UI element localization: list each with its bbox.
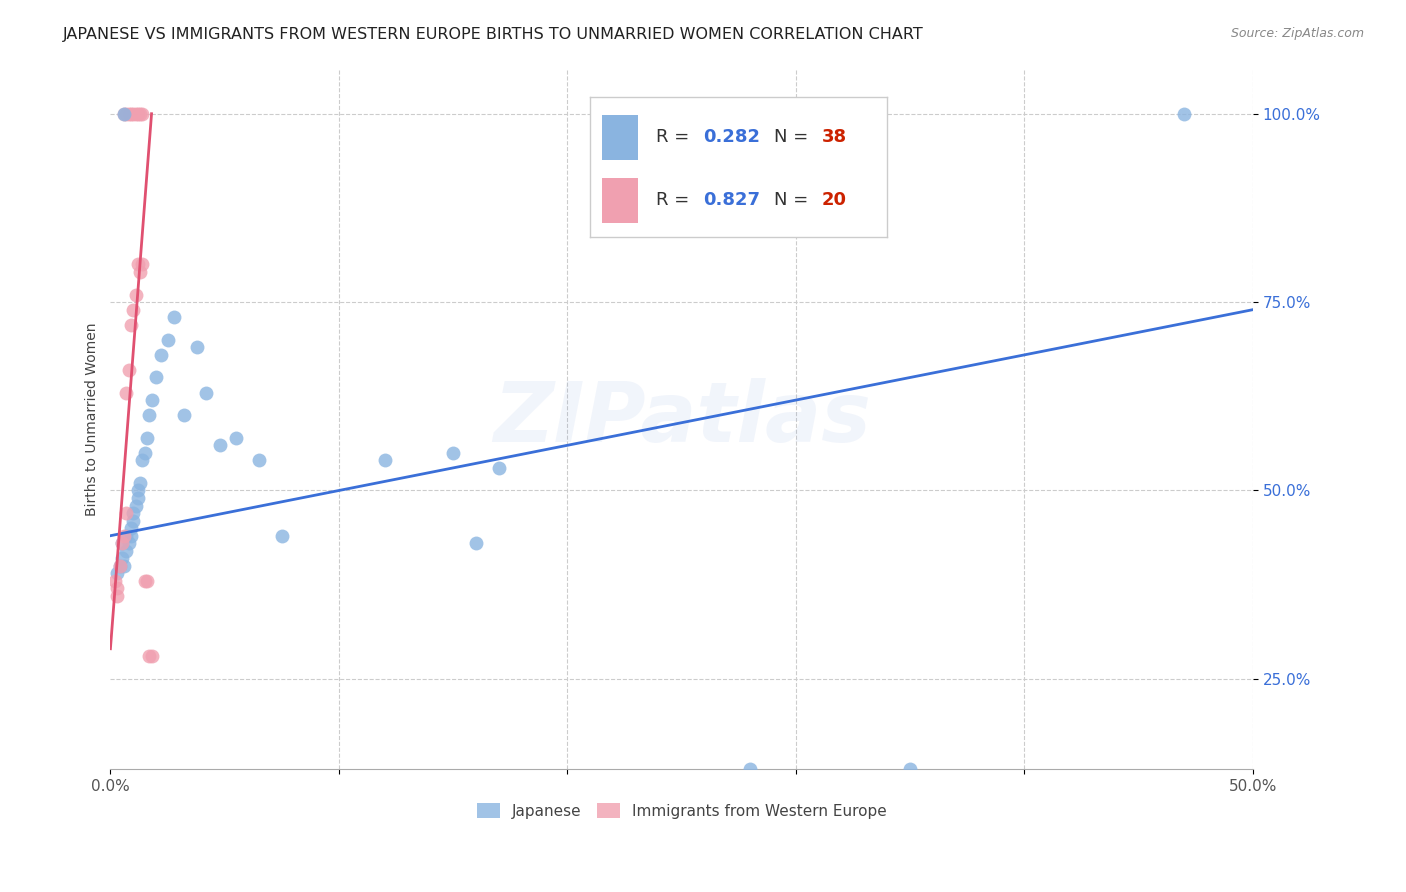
Point <box>247 453 270 467</box>
Point <box>111 551 134 566</box>
Point <box>145 370 167 384</box>
Point <box>122 514 145 528</box>
Point <box>374 453 396 467</box>
Point <box>441 446 464 460</box>
Point <box>129 265 152 279</box>
Point <box>156 333 179 347</box>
Point <box>138 649 160 664</box>
Point <box>129 107 152 121</box>
Point <box>195 385 218 400</box>
Point <box>141 649 163 664</box>
Point <box>111 536 134 550</box>
Point <box>149 348 172 362</box>
Point <box>120 318 142 332</box>
Point <box>209 438 232 452</box>
Point <box>112 529 135 543</box>
Point <box>120 521 142 535</box>
Point <box>270 529 292 543</box>
Point <box>134 574 156 588</box>
Point <box>108 558 131 573</box>
Point <box>127 257 149 271</box>
Point <box>118 536 141 550</box>
Point <box>1173 107 1195 121</box>
Point <box>131 453 153 467</box>
Point <box>105 582 128 596</box>
Point <box>163 310 186 325</box>
Point <box>115 107 138 121</box>
Point <box>120 107 142 121</box>
Point <box>127 107 149 121</box>
Point <box>127 483 149 498</box>
Point <box>124 287 146 301</box>
Legend: Japanese, Immigrants from Western Europe: Japanese, Immigrants from Western Europe <box>471 797 893 825</box>
Point <box>115 385 138 400</box>
Point <box>136 574 159 588</box>
Point <box>124 107 146 121</box>
Point <box>186 340 208 354</box>
Point <box>134 446 156 460</box>
Point <box>122 107 145 121</box>
Point <box>104 574 127 588</box>
Point <box>122 302 145 317</box>
Point <box>108 558 131 573</box>
Point <box>488 461 510 475</box>
Point <box>115 529 138 543</box>
Point <box>898 762 921 776</box>
Point <box>124 499 146 513</box>
Point <box>136 431 159 445</box>
Point <box>115 506 138 520</box>
Point <box>111 536 134 550</box>
Point <box>112 107 135 121</box>
Text: ZIPatlas: ZIPatlas <box>492 378 870 459</box>
Point <box>112 558 135 573</box>
Point <box>131 107 153 121</box>
Text: Source: ZipAtlas.com: Source: ZipAtlas.com <box>1230 27 1364 40</box>
Point <box>112 107 135 121</box>
Point <box>141 393 163 408</box>
Point <box>118 107 141 121</box>
Point <box>465 536 488 550</box>
Point <box>138 408 160 422</box>
Point <box>131 257 153 271</box>
Point <box>129 475 152 490</box>
Point <box>122 506 145 520</box>
Point <box>740 762 762 776</box>
Point <box>120 529 142 543</box>
Text: JAPANESE VS IMMIGRANTS FROM WESTERN EUROPE BIRTHS TO UNMARRIED WOMEN CORRELATION: JAPANESE VS IMMIGRANTS FROM WESTERN EURO… <box>63 27 924 42</box>
Point <box>127 491 149 505</box>
Point <box>118 363 141 377</box>
Point <box>115 543 138 558</box>
Point <box>105 566 128 581</box>
Y-axis label: Births to Unmarried Women: Births to Unmarried Women <box>86 322 100 516</box>
Point <box>173 408 195 422</box>
Point <box>225 431 247 445</box>
Point <box>105 589 128 603</box>
